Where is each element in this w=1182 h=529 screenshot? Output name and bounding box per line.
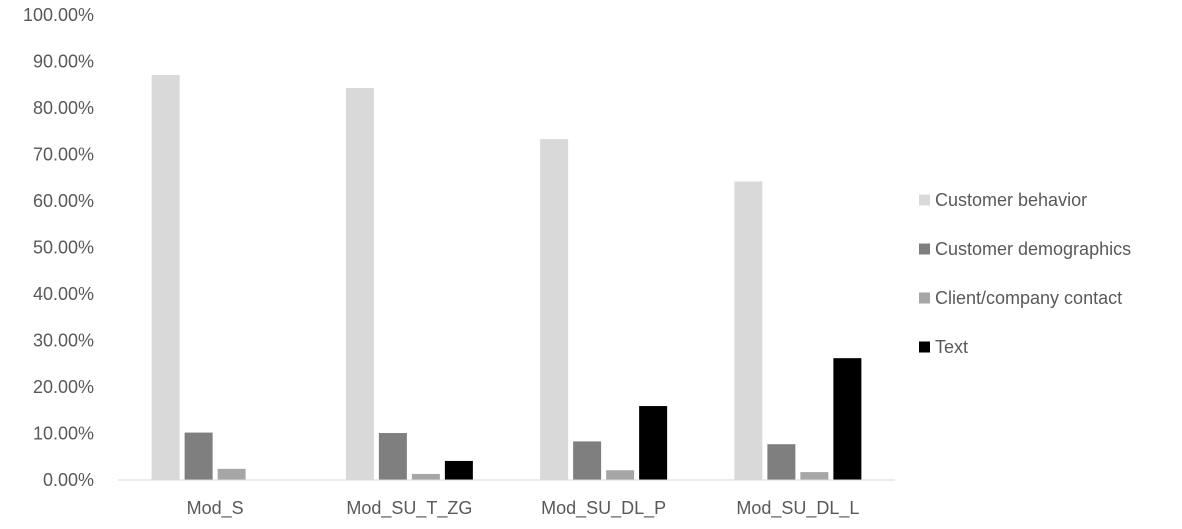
y-tick-label: 90.00% <box>33 52 94 72</box>
y-tick-label: 100.00% <box>23 5 94 25</box>
legend-label: Client/company contact <box>935 288 1122 308</box>
legend-swatch <box>919 341 930 353</box>
bar <box>606 470 635 480</box>
bar <box>345 88 374 480</box>
y-tick-label: 70.00% <box>33 145 94 165</box>
legend-label: Text <box>935 337 968 357</box>
legend-label: Customer behavior <box>935 190 1087 210</box>
bar <box>767 444 796 480</box>
legend-swatch <box>919 292 930 304</box>
y-tick-label: 60.00% <box>33 191 94 211</box>
x-category-label: Mod_SU_T_ZG <box>346 498 472 519</box>
bar <box>378 433 407 480</box>
y-tick-label: 0.00% <box>43 470 94 490</box>
bars-group <box>151 74 862 481</box>
bar <box>833 358 862 480</box>
bar <box>800 472 829 480</box>
x-category-label: Mod_SU_DL_L <box>736 498 859 519</box>
legend-swatch <box>919 243 930 255</box>
x-category-label: Mod_SU_DL_P <box>541 498 666 519</box>
bar <box>184 432 213 480</box>
y-tick-label: 20.00% <box>33 377 94 397</box>
x-axis-category-labels: Mod_S Mod_SU_T_ZG Mod_SU_DL_P Mod_SU_DL_L <box>187 498 860 519</box>
bar <box>217 468 246 480</box>
legend-swatch <box>919 194 930 206</box>
y-tick-label: 80.00% <box>33 98 94 118</box>
y-tick-label: 40.00% <box>33 284 94 304</box>
bar <box>573 441 602 480</box>
legend-label: Customer demographics <box>935 239 1131 259</box>
y-tick-label: 30.00% <box>33 331 94 351</box>
bar <box>151 74 180 481</box>
x-category-label: Mod_S <box>187 498 244 519</box>
y-axis-tick-labels: 0.00% 10.00% 20.00% 30.00% 40.00% 50.00% 60.00… <box>23 5 94 490</box>
bar <box>734 181 763 480</box>
bar <box>639 406 668 480</box>
y-tick-label: 10.00% <box>33 424 94 444</box>
bar <box>540 139 569 480</box>
y-tick-label: 50.00% <box>33 238 94 258</box>
bar <box>444 460 473 480</box>
bar <box>411 473 440 480</box>
legend: Customer behavior Customer demographics Cl… <box>919 190 1131 357</box>
